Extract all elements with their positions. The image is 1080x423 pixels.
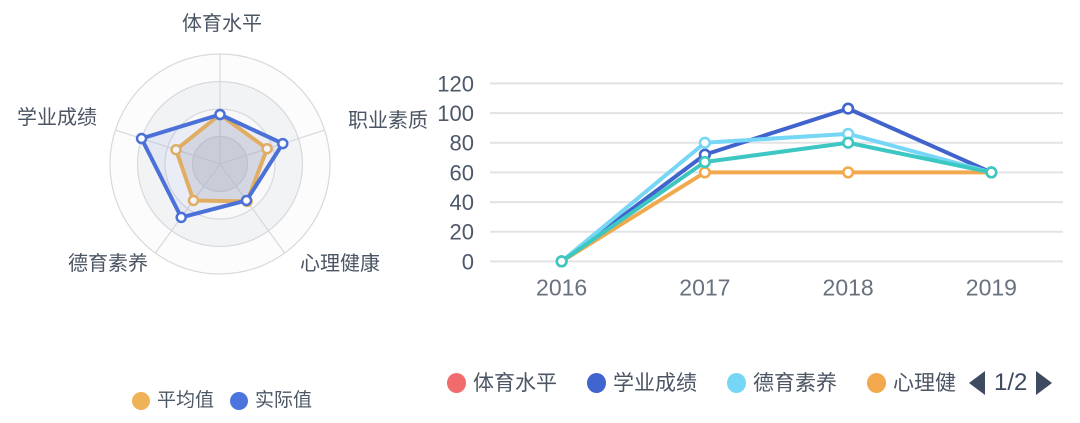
legend-marker-icon	[867, 373, 886, 393]
y-axis-tick-label: 100	[437, 101, 474, 126]
radar-legend: 平均值 实际值	[132, 390, 312, 412]
legend-item-实际值[interactable]: 实际值	[230, 390, 312, 412]
y-axis-tick-label: 0	[462, 249, 474, 274]
legend-label: 实际值	[255, 390, 313, 411]
radar-data-point[interactable]	[240, 194, 253, 207]
line-data-point[interactable]	[555, 255, 568, 268]
legend-item-体育水平[interactable]: 体育水平	[447, 371, 559, 396]
line-series-学业成绩[interactable]	[559, 106, 994, 264]
radar-indicator-label: 德育素养	[68, 252, 148, 275]
line-chart: 0 20 40 60 80 100 120 2016 2017 2018 2019	[437, 71, 1063, 300]
legend-marker-icon	[727, 373, 746, 393]
y-axis-tick-label: 60	[450, 160, 474, 185]
legend-marker-icon	[587, 373, 606, 393]
y-axis-tick-label: 120	[437, 71, 474, 96]
y-axis-tick-label: 20	[450, 220, 474, 245]
legend-item-心理健康[interactable]: 心理健康	[867, 371, 957, 396]
radar-data-point[interactable]	[175, 211, 187, 224]
line-data-point[interactable]	[842, 166, 855, 179]
legend-label: 体育水平	[473, 371, 557, 395]
legend-page-indicator: 1/2	[994, 369, 1028, 396]
line-series-心理健康[interactable]	[559, 170, 994, 264]
line-series-德育素养[interactable]	[559, 131, 994, 264]
line-legend: 体育水平 学业成绩 德育素养 心理健康 1/2	[447, 369, 1053, 396]
legend-marker-icon	[447, 373, 466, 393]
legend-prev-icon[interactable]	[969, 371, 985, 395]
legend-pager: 1/2	[969, 369, 1053, 396]
radar-data-point[interactable]	[214, 108, 226, 121]
radar-axis-line	[219, 163, 286, 254]
legend-label: 学业成绩	[613, 371, 697, 395]
legend-next-icon[interactable]	[1036, 371, 1053, 395]
x-axis-tick-label: 2017	[679, 274, 730, 300]
radar-indicator-label: 体育水平	[182, 12, 262, 35]
radar-indicator-label: 心理健康	[300, 252, 380, 275]
legend-item-平均值[interactable]: 平均值	[132, 390, 214, 412]
radar-series-实际值[interactable]	[139, 112, 285, 220]
radar-indicator-label: 学业成绩	[17, 106, 97, 129]
legend-marker-icon	[132, 392, 150, 410]
line-legend-items: 体育水平 学业成绩 德育素养 心理健康	[447, 371, 957, 396]
x-axis-tick-label: 2019	[966, 274, 1017, 300]
line-data-point[interactable]	[698, 155, 711, 169]
legend-label: 心理健康	[893, 371, 957, 395]
radar-data-point[interactable]	[135, 132, 148, 145]
radar-series-平均值[interactable]	[174, 112, 270, 204]
x-axis-tick-label: 2018	[823, 274, 874, 300]
radar-axis-line	[154, 163, 221, 254]
line-data-point[interactable]	[842, 102, 855, 115]
radar-data-point[interactable]	[261, 142, 273, 155]
legend-label: 平均值	[157, 390, 215, 411]
legend-marker-icon	[230, 392, 249, 410]
radar-data-point[interactable]	[187, 194, 200, 207]
legend-item-德育素养[interactable]: 德育素养	[727, 371, 839, 396]
y-axis-tick-label: 40	[450, 190, 474, 215]
line-data-point[interactable]	[985, 166, 998, 179]
line-data-point[interactable]	[842, 136, 855, 149]
radar-indicator-label: 职业素质	[348, 109, 428, 132]
legend-item-学业成绩[interactable]: 学业成绩	[587, 371, 699, 396]
line-data-point[interactable]	[698, 136, 711, 149]
radar-data-point[interactable]	[277, 137, 289, 150]
x-axis-tick-label: 2016	[536, 274, 587, 300]
y-axis-tick-label: 80	[450, 131, 474, 156]
radar-axis-line	[115, 129, 221, 165]
line-data-point[interactable]	[698, 166, 711, 179]
legend-label: 德育素养	[753, 371, 837, 395]
radar-data-point[interactable]	[170, 143, 182, 156]
line-series-职业素质[interactable]	[559, 140, 994, 264]
